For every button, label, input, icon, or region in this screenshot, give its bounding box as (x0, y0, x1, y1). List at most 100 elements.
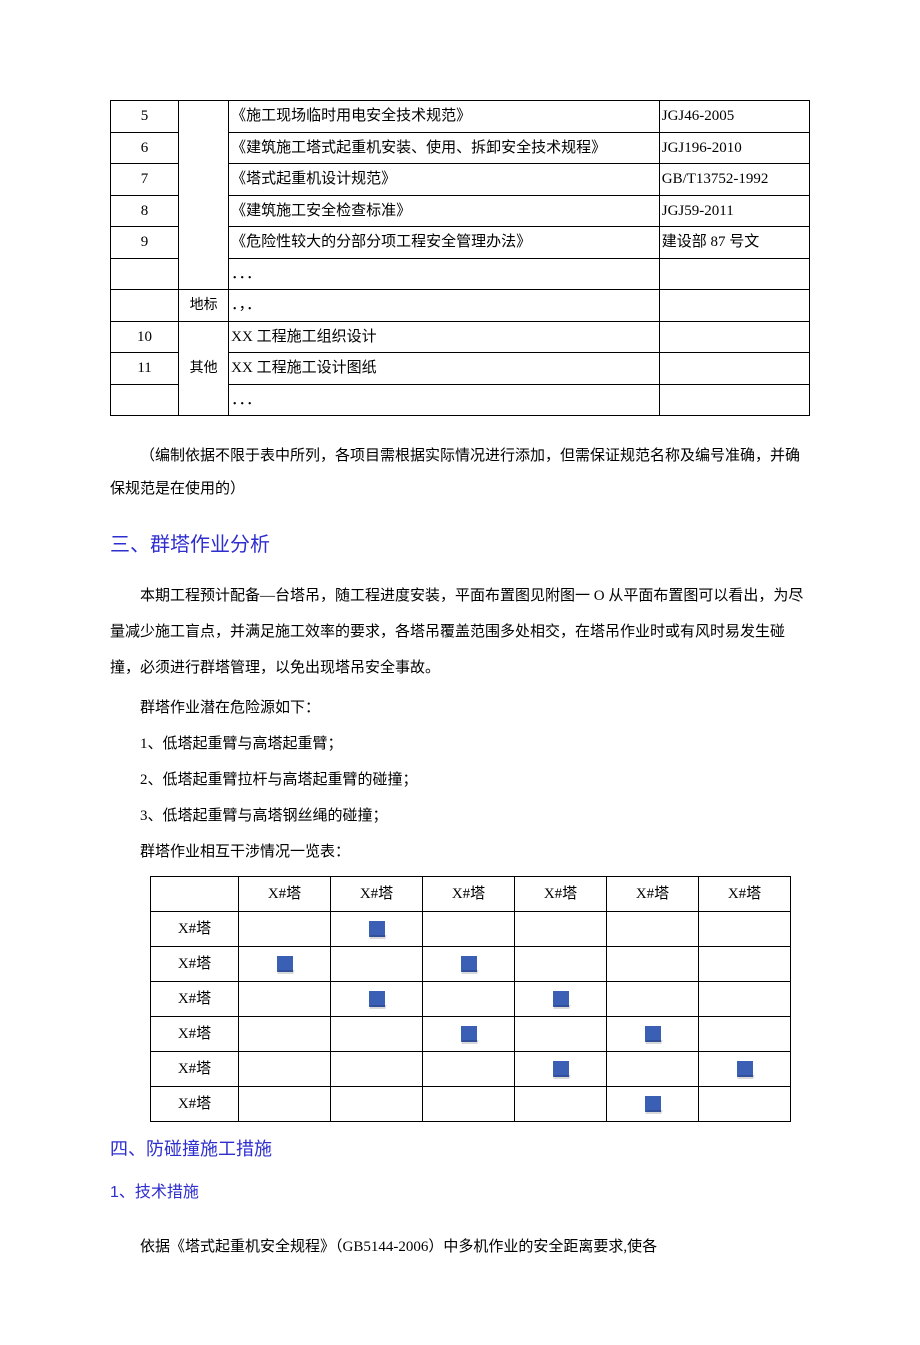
matrix-cell (699, 982, 791, 1017)
matrix-cell (607, 947, 699, 982)
matrix-cell (423, 982, 515, 1017)
interference-mark-icon (277, 956, 293, 972)
cell-num: 8 (111, 195, 179, 227)
cell-num: 11 (111, 353, 179, 385)
cell-code (659, 321, 809, 353)
cell-code: JGJ46-2005 (659, 101, 809, 133)
heading-section-4-sub1: 1、技术措施 (110, 1181, 810, 1205)
matrix-row-header: X#塔 (151, 982, 239, 1017)
table-footnote: （编制依据不限于表中所列，各项目需根据实际情况进行添加，但需保证规范名称及编号准… (110, 440, 810, 506)
matrix-row-header: X#塔 (151, 947, 239, 982)
matrix-cell (515, 1052, 607, 1087)
matrix-col-header: X#塔 (515, 877, 607, 912)
matrix-row: X#塔 (151, 982, 791, 1017)
matrix-row: X#塔 (151, 1087, 791, 1122)
cell-code (659, 290, 809, 322)
matrix-cell (699, 947, 791, 982)
matrix-cell (331, 912, 423, 947)
matrix-cell (699, 1052, 791, 1087)
matrix-cell (515, 982, 607, 1017)
cell-desc: 《危险性较大的分部分项工程安全管理办法》 (229, 227, 660, 259)
matrix-corner-cell (151, 877, 239, 912)
document-page: 5 《施工现场临时用电安全技术规范》 JGJ46-2005 6 《建筑施工塔式起… (0, 0, 920, 1345)
matrix-cell (607, 1052, 699, 1087)
cell-desc: XX 工程施工设计图纸 (229, 353, 660, 385)
interference-mark-icon (645, 1096, 661, 1112)
matrix-cell (699, 1017, 791, 1052)
section3-paragraph-3: 群塔作业相互干涉情况一览表： (140, 834, 810, 870)
matrix-row: X#塔 (151, 912, 791, 947)
matrix-cell (239, 982, 331, 1017)
matrix-col-header: X#塔 (607, 877, 699, 912)
list-item: 2、低塔起重臂拉杆与高塔起重臂的碰撞； (140, 762, 810, 798)
matrix-cell (239, 1087, 331, 1122)
cell-code: JGJ196-2010 (659, 132, 809, 164)
matrix-cell (699, 912, 791, 947)
cell-desc: 《建筑施工塔式起重机安装、使用、拆卸安全技术规程》 (229, 132, 660, 164)
interference-mark-icon (461, 1026, 477, 1042)
matrix-cell (423, 912, 515, 947)
table-row: 5 《施工现场临时用电安全技术规范》 JGJ46-2005 (111, 101, 810, 133)
cell-code (659, 353, 809, 385)
matrix-cell (515, 1087, 607, 1122)
cell-desc: 《建筑施工安全检查标准》 (229, 195, 660, 227)
section3-paragraph-1: 本期工程预计配备—台塔吊，随工程进度安装，平面布置图见附图一 O 从平面布置图可… (110, 578, 810, 686)
matrix-cell (331, 947, 423, 982)
matrix-cell (423, 1087, 515, 1122)
interference-mark-icon (553, 991, 569, 1007)
cell-num (111, 290, 179, 322)
cell-num: 5 (111, 101, 179, 133)
matrix-cell (515, 912, 607, 947)
heading-section-4: 四、防碰撞施工措施 (110, 1136, 810, 1163)
matrix-col-header: X#塔 (699, 877, 791, 912)
matrix-cell (239, 947, 331, 982)
cell-desc: XX 工程施工组织设计 (229, 321, 660, 353)
cell-num: 9 (111, 227, 179, 259)
cell-code (659, 384, 809, 416)
heading-section-3: 三、群塔作业分析 (110, 530, 810, 560)
cell-desc: ．．． (229, 384, 660, 416)
matrix-col-header: X#塔 (239, 877, 331, 912)
cell-code (659, 258, 809, 290)
matrix-cell (607, 1017, 699, 1052)
cell-desc: ．．． (229, 258, 660, 290)
matrix-cell (331, 1087, 423, 1122)
matrix-cell (607, 982, 699, 1017)
matrix-cell (607, 912, 699, 947)
matrix-cell (331, 1017, 423, 1052)
interference-mark-icon (461, 956, 477, 972)
matrix-cell (699, 1087, 791, 1122)
matrix-row-header: X#塔 (151, 1017, 239, 1052)
interference-mark-icon (737, 1061, 753, 1077)
matrix-cell (239, 912, 331, 947)
cell-cat-blank (179, 101, 229, 290)
matrix-cell (331, 982, 423, 1017)
cell-cat: 其他 (179, 321, 229, 416)
interference-mark-icon (369, 921, 385, 937)
section4-paragraph-1: 依据《塔式起重机安全规程》（GB5144-2006）中多机作业的安全距离要求,使… (110, 1229, 810, 1265)
matrix-cell (423, 947, 515, 982)
matrix-cell (515, 1017, 607, 1052)
cell-code: GB/T13752-1992 (659, 164, 809, 196)
matrix-row: X#塔 (151, 1017, 791, 1052)
matrix-row: X#塔 (151, 1052, 791, 1087)
section3-paragraph-2: 群塔作业潜在危险源如下： (140, 690, 810, 726)
standards-table: 5 《施工现场临时用电安全技术规范》 JGJ46-2005 6 《建筑施工塔式起… (110, 100, 810, 416)
cell-num (111, 384, 179, 416)
cell-num (111, 258, 179, 290)
table-row: 10 其他 XX 工程施工组织设计 (111, 321, 810, 353)
table-row: 地标 ．，． (111, 290, 810, 322)
matrix-cell (423, 1017, 515, 1052)
matrix-cell (331, 1052, 423, 1087)
cell-num: 6 (111, 132, 179, 164)
matrix-header-row: X#塔X#塔X#塔X#塔X#塔X#塔 (151, 877, 791, 912)
matrix-col-header: X#塔 (331, 877, 423, 912)
matrix-cell (607, 1087, 699, 1122)
matrix-row-header: X#塔 (151, 1052, 239, 1087)
cell-desc: 《施工现场临时用电安全技术规范》 (229, 101, 660, 133)
interference-mark-icon (553, 1061, 569, 1077)
matrix-row: X#塔 (151, 947, 791, 982)
cell-cat: 地标 (179, 290, 229, 322)
cell-code: JGJ59-2011 (659, 195, 809, 227)
matrix-cell (239, 1017, 331, 1052)
